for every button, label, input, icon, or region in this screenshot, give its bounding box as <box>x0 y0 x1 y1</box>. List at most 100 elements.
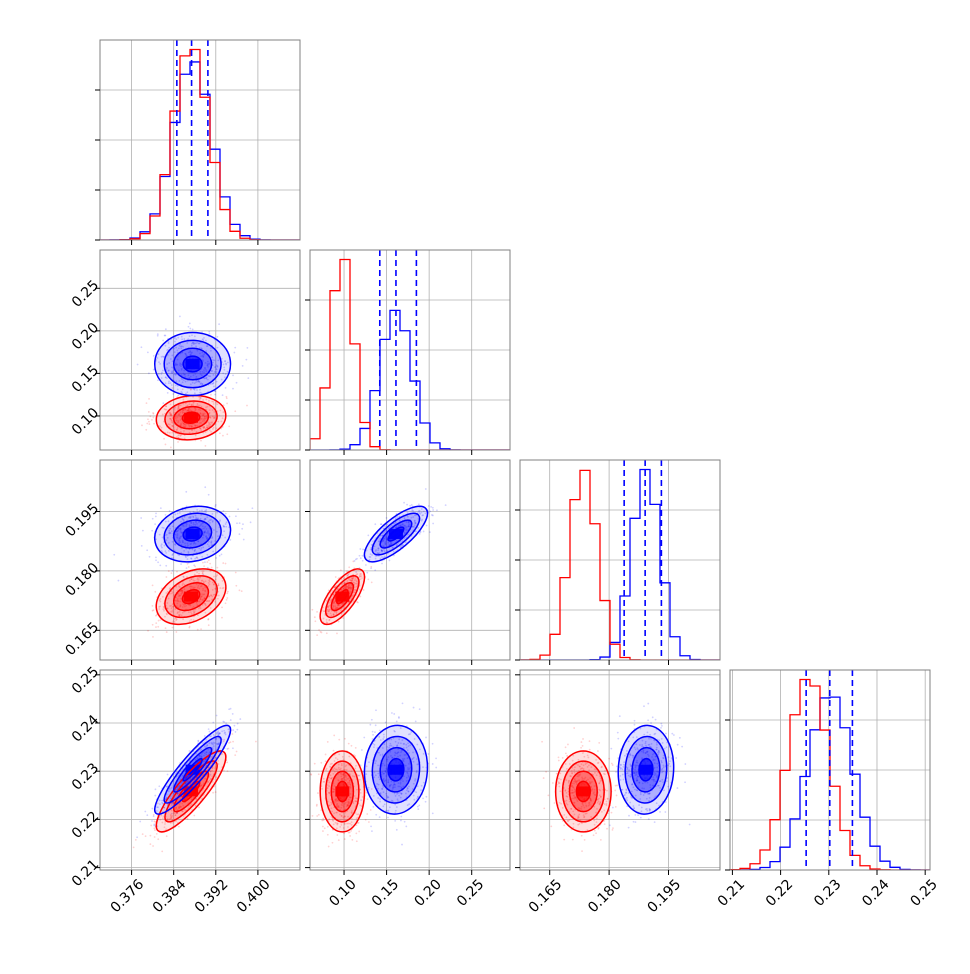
sample-point-series-1 <box>314 616 316 618</box>
sample-point-series-1 <box>306 637 308 639</box>
sample-point-series-0 <box>360 557 362 559</box>
sample-point-series-1 <box>326 632 328 634</box>
sample-point-series-1 <box>221 606 223 608</box>
sample-point-series-0 <box>432 509 434 511</box>
sample-point-series-1 <box>207 619 209 621</box>
sample-point-series-1 <box>616 785 618 787</box>
sample-point-series-1 <box>226 433 228 435</box>
sample-point-series-0 <box>235 515 237 517</box>
sample-point-series-0 <box>167 774 169 776</box>
sample-point-series-1 <box>554 802 556 804</box>
panel-0-0 <box>95 40 300 245</box>
sample-point-series-1 <box>155 615 157 617</box>
sample-point-series-1 <box>552 782 554 784</box>
sample-point-series-1 <box>582 745 584 747</box>
sample-point-series-1 <box>148 421 150 423</box>
sample-point-series-0 <box>204 486 206 488</box>
sample-point-series-1 <box>148 411 150 413</box>
sample-point-series-1 <box>226 597 228 599</box>
sample-point-series-1 <box>556 773 558 775</box>
sample-point-series-1 <box>227 591 229 593</box>
sample-point-series-0 <box>400 816 402 818</box>
density-peak-series-0 <box>389 765 403 775</box>
sample-point-series-0 <box>177 395 179 397</box>
sample-point-series-1 <box>356 840 358 842</box>
sample-point-series-0 <box>426 525 428 527</box>
sample-point-series-0 <box>234 347 236 349</box>
sample-point-series-1 <box>146 423 148 425</box>
sample-point-series-0 <box>146 814 148 816</box>
sample-point-series-0 <box>403 502 405 504</box>
panel-content-3-0 <box>100 670 300 870</box>
sample-point-series-0 <box>385 722 387 724</box>
sample-point-series-0 <box>432 507 434 509</box>
sample-point-series-0 <box>617 738 619 740</box>
sample-point-series-1 <box>157 838 159 840</box>
sample-point-series-1 <box>338 839 340 841</box>
sample-point-series-1 <box>327 834 329 836</box>
sample-point-series-0 <box>159 565 161 567</box>
sample-point-series-1 <box>335 576 337 578</box>
sample-point-series-0 <box>445 504 447 506</box>
sample-point-series-0 <box>375 709 377 711</box>
sample-point-series-0 <box>118 580 120 582</box>
sample-point-series-1 <box>314 620 316 622</box>
sample-point-series-0 <box>432 812 434 814</box>
sample-point-series-1 <box>598 827 600 829</box>
sample-point-series-0 <box>386 517 388 519</box>
sample-point-series-1 <box>147 418 149 420</box>
density-peak-series-0 <box>186 359 200 369</box>
sample-point-series-1 <box>324 827 326 829</box>
sample-point-series-1 <box>226 761 228 763</box>
sample-point-series-1 <box>567 744 569 746</box>
sample-point-series-0 <box>193 564 195 566</box>
sample-point-series-1 <box>543 777 545 779</box>
sample-point-series-0 <box>157 335 159 337</box>
sample-point-series-0 <box>165 565 167 567</box>
panel-content-1-1 <box>310 250 510 450</box>
sample-point-series-1 <box>163 438 165 440</box>
sample-point-series-1 <box>316 611 318 613</box>
sample-point-series-0 <box>225 513 227 515</box>
sample-point-series-0 <box>226 748 228 750</box>
sample-point-series-1 <box>226 403 228 405</box>
sample-point-series-0 <box>209 731 211 733</box>
sample-point-series-0 <box>233 352 235 354</box>
sample-point-series-0 <box>369 724 371 726</box>
sample-point-series-0 <box>379 816 381 818</box>
sample-point-series-0 <box>365 564 367 566</box>
sample-point-series-1 <box>545 771 547 773</box>
sample-point-series-0 <box>209 333 211 335</box>
sample-point-series-1 <box>563 824 565 826</box>
sample-point-series-0 <box>185 491 187 493</box>
sample-point-series-1 <box>336 834 338 836</box>
sample-point-series-1 <box>584 839 586 841</box>
sample-point-series-1 <box>350 830 352 832</box>
sample-point-series-1 <box>614 790 616 792</box>
sample-point-series-0 <box>398 716 400 718</box>
sample-point-series-1 <box>608 758 610 760</box>
sample-point-series-0 <box>148 372 150 374</box>
sample-point-series-1 <box>311 609 313 611</box>
sample-point-series-0 <box>154 795 156 797</box>
sample-point-series-1 <box>615 806 617 808</box>
sample-point-series-0 <box>418 503 420 505</box>
sample-point-series-1 <box>157 626 159 628</box>
sample-point-series-0 <box>429 531 431 533</box>
sample-point-series-0 <box>157 379 159 381</box>
sample-point-series-1 <box>232 741 234 743</box>
panel-content-3-2 <box>520 670 720 870</box>
sample-point-series-0 <box>396 829 398 831</box>
sample-point-series-1 <box>595 832 597 834</box>
sample-point-series-1 <box>165 576 167 578</box>
sample-point-series-0 <box>387 817 389 819</box>
sample-point-series-0 <box>684 781 686 783</box>
sample-point-series-1 <box>222 435 224 437</box>
sample-point-series-1 <box>226 397 228 399</box>
sample-point-series-0 <box>239 718 241 720</box>
sample-point-series-1 <box>594 830 596 832</box>
sample-point-series-1 <box>317 792 319 794</box>
sample-point-series-1 <box>225 602 227 604</box>
